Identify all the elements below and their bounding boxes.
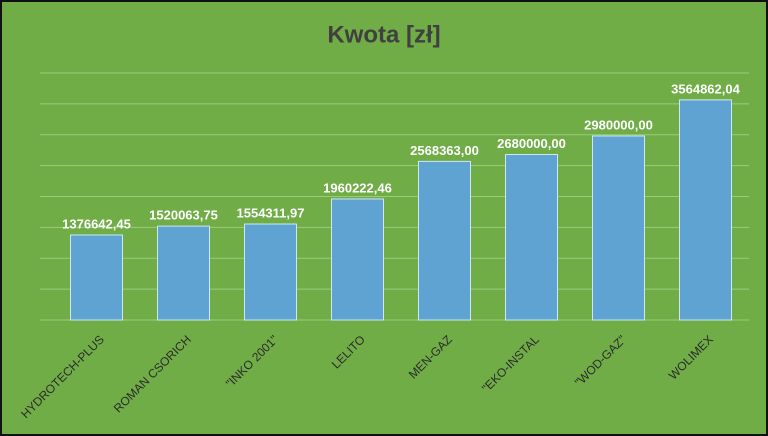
data-label: 3564862,04	[671, 81, 740, 96]
data-label: 1376642,45	[62, 216, 131, 231]
bar	[157, 225, 210, 321]
bar	[505, 154, 558, 321]
bar	[592, 135, 645, 321]
data-label: 1960222,46	[323, 180, 392, 195]
bar	[418, 160, 471, 321]
bar	[70, 234, 123, 321]
data-label: 2568363,00	[410, 143, 479, 158]
bar	[244, 223, 297, 321]
chart-title: Kwota [zł]	[327, 21, 440, 48]
data-label: 1554311,97	[237, 205, 305, 220]
data-label: 2680000,00	[497, 136, 566, 151]
data-label: 1520063,75	[149, 208, 218, 223]
bar	[331, 198, 384, 321]
bar	[679, 99, 732, 321]
data-label: 2980000,00	[584, 117, 653, 132]
